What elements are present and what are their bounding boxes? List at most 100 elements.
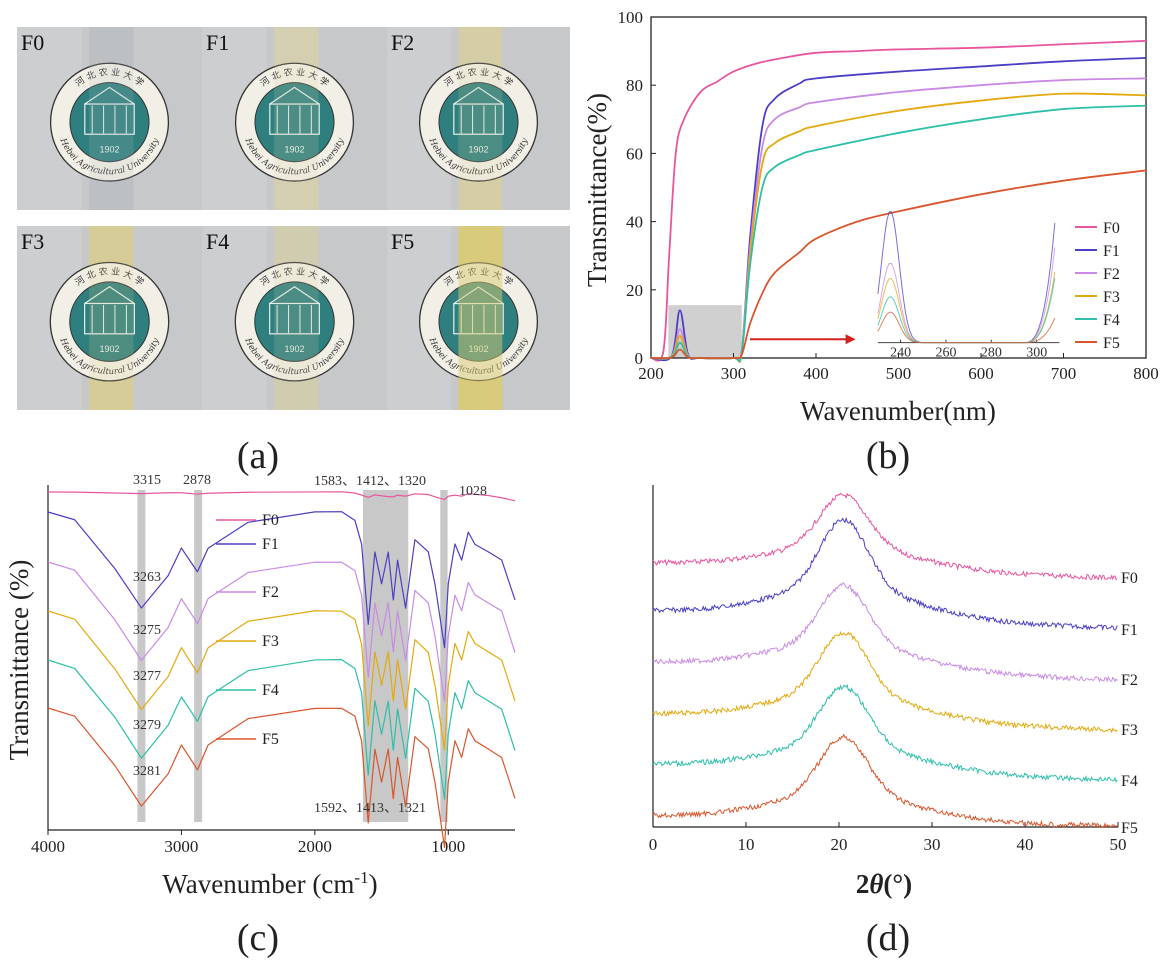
inset-series-f4 — [877, 278, 1056, 344]
y-tick-label: 20 — [626, 281, 643, 300]
band-label-3315: 3315 — [133, 473, 161, 488]
chart-c-xlabel-main: Wavenumber (cm — [162, 869, 354, 899]
film-overlay — [89, 226, 134, 410]
inset-x-tick-label: 260 — [935, 346, 956, 361]
photo-label-f5: F5 — [391, 229, 414, 254]
peak-label-3263: 3263 — [133, 570, 161, 585]
legend-label-f2: F2 — [262, 584, 279, 601]
logo-roof — [84, 286, 135, 304]
zoom-arrow-head — [845, 334, 856, 345]
panel-label-a: (a) — [237, 435, 279, 477]
panel-label-d: (d) — [866, 917, 910, 959]
chart-d-xrd: 0 10 20 30 40 50 F0 F1 F2 F3 F4 F5 — [649, 485, 1138, 854]
film-overlay — [274, 226, 319, 410]
band-label-2878: 2878 — [183, 473, 211, 488]
photo-label-f2: F2 — [391, 30, 414, 55]
logo-building — [453, 103, 504, 135]
chart-b-ylabel: Transmittance(%) — [582, 93, 612, 287]
logo-building — [84, 302, 135, 335]
x-tick-label: 30 — [924, 835, 941, 854]
curve-label-f1: F1 — [1121, 622, 1138, 639]
film-overlay — [89, 27, 134, 210]
legend-label-f4: F4 — [262, 682, 279, 699]
photo-label-f4: F4 — [206, 229, 229, 254]
x-tick-label: 700 — [1051, 364, 1077, 383]
legend-label-f0: F0 — [1103, 220, 1120, 237]
x-tick-label: 400 — [803, 364, 829, 383]
x-tick-label: 600 — [968, 364, 994, 383]
logo-roof — [453, 86, 504, 105]
peak-label-3281: 3281 — [133, 764, 161, 779]
inset-x-tick-label: 300 — [1026, 346, 1047, 361]
logo-inner-disk — [438, 82, 519, 163]
series-line-f1 — [652, 516, 1118, 632]
band-3315 — [137, 490, 146, 822]
x-tick-label: 3000 — [164, 837, 198, 856]
logo-year: 1902 — [99, 344, 119, 354]
chart-c-ylabel: Transmittance (%) — [4, 560, 34, 761]
chart-d-xlabel-theta: θ — [869, 869, 883, 899]
series-line-f2 — [47, 561, 516, 703]
band-2878 — [194, 490, 203, 822]
legend-label-f1: F1 — [262, 536, 279, 553]
logo-roof — [84, 86, 135, 105]
chart-d-xlabel-main: 2 — [856, 869, 870, 899]
series-line-f3 — [652, 630, 1118, 734]
x-tick-label: 300 — [721, 364, 747, 383]
inset-series-f5 — [877, 311, 1056, 344]
x-tick-label: 2000 — [298, 837, 332, 856]
logo-inner-disk — [69, 82, 150, 163]
inset-x-tick-label: 280 — [981, 346, 1002, 361]
band-1028 — [440, 490, 448, 822]
x-tick-label: 200 — [638, 364, 664, 383]
chart-c-xlabel-close: ) — [369, 869, 378, 899]
x-tick-label: 1000 — [431, 837, 465, 856]
legend-label-f0: F0 — [262, 512, 279, 529]
chart-d-xlabel-unit: (°) — [883, 869, 912, 899]
y-tick-label: 0 — [635, 349, 644, 368]
chart-c-xlabel-sup: -1 — [354, 868, 368, 887]
y-tick-label: 100 — [618, 8, 644, 27]
series-line-f0 — [650, 39, 1147, 362]
chart-c-ftir: 4000 3000 2000 1000 3315 2878 1583、1412、1320 10… — [31, 473, 516, 856]
band-label-1583-1412-1320: 1583、1412、1320 — [314, 474, 426, 489]
series-line-f1 — [47, 511, 516, 649]
film-overlay — [274, 27, 319, 210]
logo-year: 1902 — [99, 144, 119, 154]
x-tick-label: 0 — [649, 835, 658, 854]
photo-label-f1: F1 — [206, 30, 229, 55]
x-tick-label: 20 — [831, 835, 848, 854]
curve-label-f3: F3 — [1121, 722, 1138, 739]
logo-roof — [269, 286, 320, 304]
film-overlay — [458, 226, 503, 410]
x-tick-label: 50 — [1110, 835, 1127, 854]
series-line-f0 — [652, 492, 1118, 581]
photo-label-f0: F0 — [21, 30, 44, 55]
panel-label-c: (c) — [237, 917, 279, 959]
series-line-f0 — [47, 491, 516, 502]
curve-label-f5: F5 — [1121, 820, 1138, 837]
logo-year: 1902 — [468, 144, 488, 154]
legend-label-f1: F1 — [1103, 243, 1120, 260]
y-tick-label: 60 — [626, 144, 643, 163]
logo-building — [269, 103, 320, 135]
logo-building — [84, 103, 135, 135]
x-tick-label: 500 — [886, 364, 912, 383]
legend-label-f5: F5 — [1103, 335, 1120, 352]
series-line-f2 — [652, 582, 1118, 683]
x-tick-label: 4000 — [31, 837, 65, 856]
logo-inner-disk — [69, 281, 150, 362]
series-line-f4 — [650, 104, 1147, 362]
chart-c-xlabel: Wavenumber (cm-1) — [162, 868, 377, 899]
series-line-f5 — [47, 707, 516, 849]
film-overlay — [458, 27, 503, 210]
